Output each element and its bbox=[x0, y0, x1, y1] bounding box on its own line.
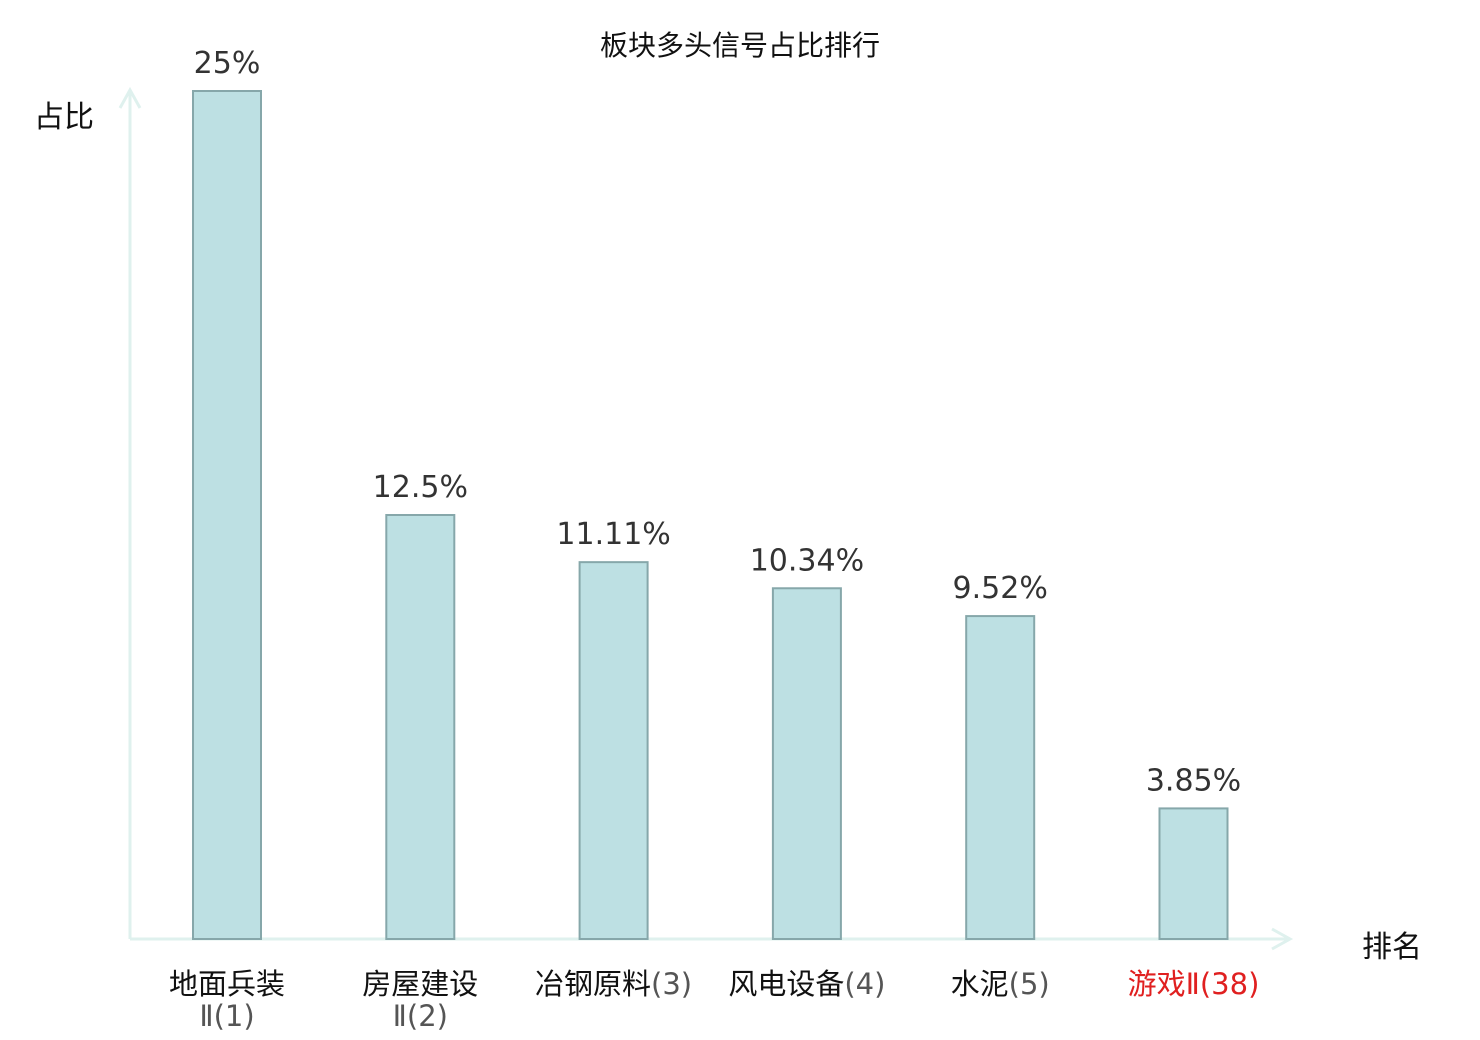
x-axis-label: 排名 bbox=[1362, 930, 1422, 965]
chart-title: 板块多头信号占比排行 bbox=[599, 29, 880, 62]
bar-value-label: 10.34% bbox=[750, 543, 864, 578]
y-axis-arrow-icon bbox=[118, 86, 142, 109]
bar-value-label: 12.5% bbox=[373, 470, 468, 505]
x-tick-label: 游戏Ⅱ(38) bbox=[1128, 967, 1260, 1001]
axes bbox=[118, 86, 1294, 951]
bar-value-label: 25% bbox=[194, 46, 261, 81]
y-axis-label: 占比 bbox=[34, 100, 94, 135]
x-tick-label-rank: Ⅱ(38) bbox=[1186, 967, 1260, 1001]
x-tick-label-rank: (4) bbox=[844, 967, 885, 1001]
bar bbox=[578, 561, 649, 940]
bar-value-label: 3.85% bbox=[1146, 763, 1241, 798]
x-tick-label-name: 游戏 bbox=[1128, 967, 1186, 1001]
x-tick-label-rank: Ⅱ(2) bbox=[393, 999, 448, 1033]
x-tick-label: 地面兵装 bbox=[169, 967, 285, 1001]
x-tick-label-name: 风电设备 bbox=[728, 967, 844, 1001]
bar bbox=[1158, 807, 1229, 941]
x-axis-arrow-icon bbox=[1271, 927, 1294, 951]
bar bbox=[385, 514, 456, 940]
x-tick-label-rank: (5) bbox=[1009, 967, 1050, 1001]
bar bbox=[965, 615, 1036, 940]
x-tick-label: 风电设备(4) bbox=[728, 967, 885, 1001]
x-tick-label: 冶钢原料(3) bbox=[535, 967, 692, 1001]
bar-value-label: 11.11% bbox=[556, 517, 670, 552]
bar bbox=[192, 90, 262, 940]
x-tick-label-name: 水泥 bbox=[951, 967, 1009, 1001]
x-tick-label: 水泥(5) bbox=[951, 967, 1050, 1001]
x-tick-label-name: 冶钢原料 bbox=[535, 967, 651, 1001]
x-tick-label-rank: Ⅱ(1) bbox=[199, 999, 254, 1033]
bar-value-label: 9.52% bbox=[953, 571, 1048, 606]
bar bbox=[771, 587, 842, 940]
x-tick-label: 房屋建设 bbox=[362, 967, 478, 1001]
x-tick-label-rank: (3) bbox=[651, 967, 692, 1001]
